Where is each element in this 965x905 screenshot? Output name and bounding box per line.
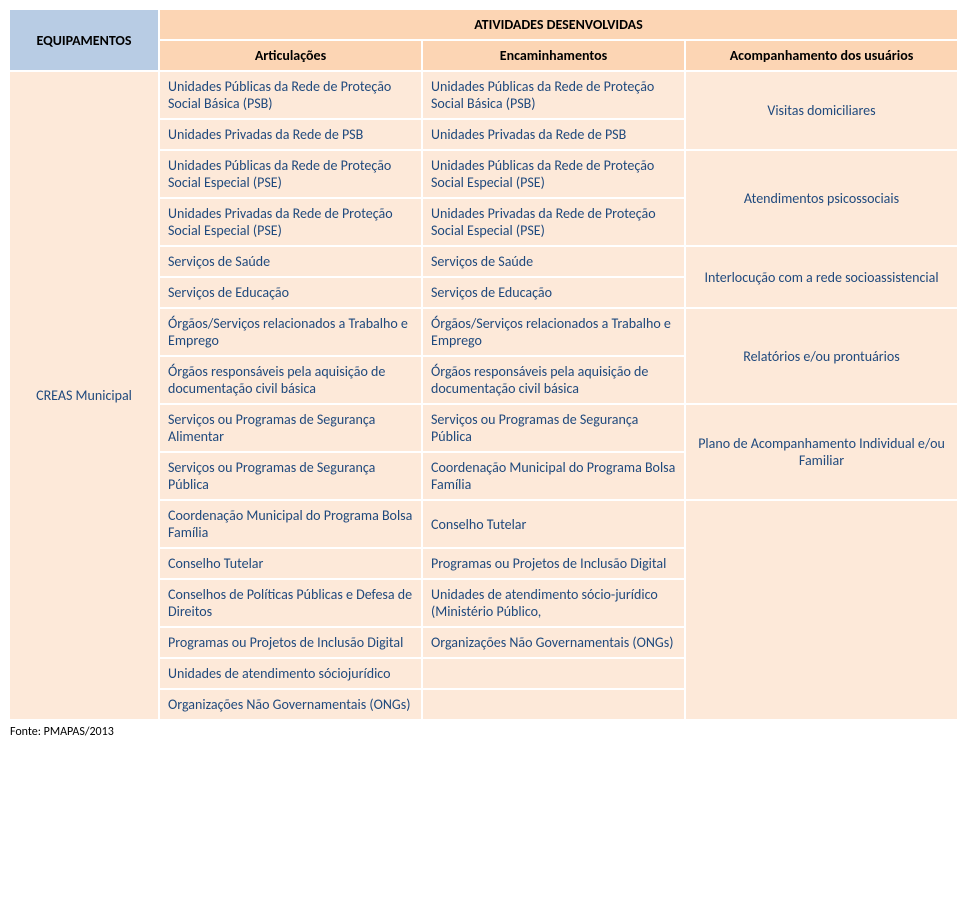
header-articulacoes: Articulações xyxy=(159,40,422,71)
art-cell: Unidades Públicas da Rede de Proteção So… xyxy=(159,150,422,198)
table-row: CREAS Municipal Unidades Públicas da Red… xyxy=(9,71,958,119)
enc-cell: Organizações Não Governamentais (ONGs) xyxy=(422,627,685,658)
enc-cell: Unidades Públicas da Rede de Proteção So… xyxy=(422,150,685,198)
enc-cell xyxy=(422,658,685,689)
acomp-cell: Plano de Acompanhamento Individual e/ou … xyxy=(685,404,958,500)
art-cell: Órgãos responsáveis pela aquisição de do… xyxy=(159,356,422,404)
art-cell: Conselhos de Políticas Públicas e Defesa… xyxy=(159,579,422,627)
acomp-cell: Relatórios e/ou prontuários xyxy=(685,308,958,404)
enc-cell: Unidades de atendimento sócio-jurídico (… xyxy=(422,579,685,627)
enc-cell: Serviços de Educação xyxy=(422,277,685,308)
art-cell: Unidades Privadas da Rede de Proteção So… xyxy=(159,198,422,246)
enc-cell: Conselho Tutelar xyxy=(422,500,685,548)
header-row-1: EQUIPAMENTOS ATIVIDADES DESENVOLVIDAS xyxy=(9,9,958,40)
activities-table: EQUIPAMENTOS ATIVIDADES DESENVOLVIDAS Ar… xyxy=(8,8,959,721)
acomp-cell: Atendimentos psicossociais xyxy=(685,150,958,246)
art-cell: Serviços ou Programas de Segurança Alime… xyxy=(159,404,422,452)
equip-label: CREAS Municipal xyxy=(9,71,159,720)
art-cell: Serviços de Educação xyxy=(159,277,422,308)
art-cell: Coordenação Municipal do Programa Bolsa … xyxy=(159,500,422,548)
enc-cell: Órgãos/Serviços relacionados a Trabalho … xyxy=(422,308,685,356)
acomp-cell: Interlocução com a rede socioassistencia… xyxy=(685,246,958,308)
art-cell: Organizações Não Governamentais (ONGs) xyxy=(159,689,422,720)
enc-cell: Unidades Privadas da Rede de Proteção So… xyxy=(422,198,685,246)
source-label: Fonte: PMAPAS/2013 xyxy=(8,721,957,739)
header-encaminhamentos: Encaminhamentos xyxy=(422,40,685,71)
art-cell: Unidades Privadas da Rede de PSB xyxy=(159,119,422,150)
acomp-cell: Visitas domiciliares xyxy=(685,71,958,150)
enc-cell xyxy=(422,689,685,720)
enc-cell: Programas ou Projetos de Inclusão Digita… xyxy=(422,548,685,579)
enc-cell: Serviços ou Programas de Segurança Públi… xyxy=(422,404,685,452)
header-atividades: ATIVIDADES DESENVOLVIDAS xyxy=(159,9,958,40)
enc-cell: Serviços de Saúde xyxy=(422,246,685,277)
art-cell: Unidades de atendimento sóciojurídico xyxy=(159,658,422,689)
art-cell: Programas ou Projetos de Inclusão Digita… xyxy=(159,627,422,658)
enc-cell: Unidades Públicas da Rede de Proteção So… xyxy=(422,71,685,119)
enc-cell: Coordenação Municipal do Programa Bolsa … xyxy=(422,452,685,500)
enc-cell: Unidades Privadas da Rede de PSB xyxy=(422,119,685,150)
art-cell: Unidades Públicas da Rede de Proteção So… xyxy=(159,71,422,119)
header-acompanhamento: Acompanhamento dos usuários xyxy=(685,40,958,71)
acomp-cell xyxy=(685,500,958,720)
header-equipamentos: EQUIPAMENTOS xyxy=(9,9,159,71)
enc-cell: Órgãos responsáveis pela aquisição de do… xyxy=(422,356,685,404)
art-cell: Serviços de Saúde xyxy=(159,246,422,277)
art-cell: Órgãos/Serviços relacionados a Trabalho … xyxy=(159,308,422,356)
art-cell: Serviços ou Programas de Segurança Públi… xyxy=(159,452,422,500)
art-cell: Conselho Tutelar xyxy=(159,548,422,579)
